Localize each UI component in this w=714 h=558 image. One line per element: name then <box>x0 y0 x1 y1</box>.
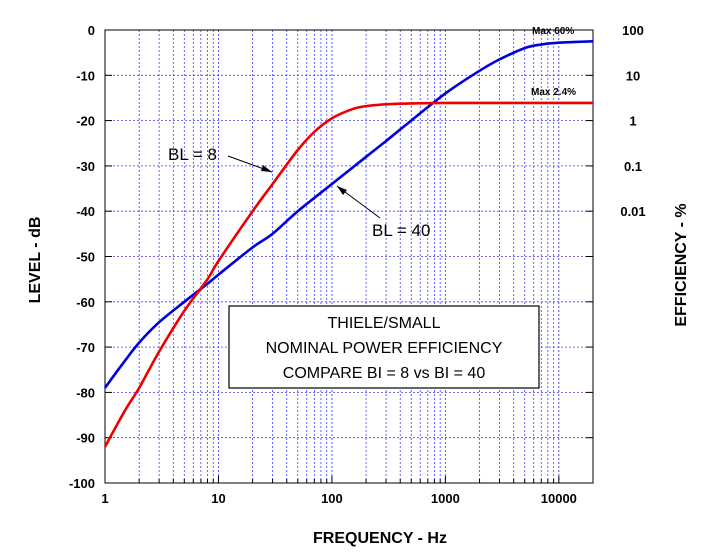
annotation-bl8-arrowhead <box>261 165 272 172</box>
x-tick-label: 1 <box>101 491 108 506</box>
annotation-bl40: BL = 40 <box>372 221 430 240</box>
y-tick-label: -30 <box>76 159 95 174</box>
series-group <box>103 40 594 448</box>
annotation-bl8: BL = 8 <box>168 145 217 164</box>
y2-tick-label: 100 <box>622 23 644 38</box>
y-tick-label: -40 <box>76 204 95 219</box>
y-tick-label: 0 <box>88 23 95 38</box>
annotation-max60: Max 60% <box>532 26 574 37</box>
y-tick-label: -10 <box>76 68 95 83</box>
x-tick-label: 10000 <box>541 491 577 506</box>
x-tick-label: 100 <box>321 491 343 506</box>
y2-tick-label: 0.01 <box>620 204 645 219</box>
annotation-bl40-arrowhead <box>337 186 347 195</box>
y-axis-title: LEVEL - dB <box>27 217 44 304</box>
y-tick-label: -80 <box>76 385 95 400</box>
title-box-frame <box>228 305 540 389</box>
y-tick-labels: 0 -10 -20 -30 -40 -50 -60 -70 -80 -90 -100 <box>69 23 95 491</box>
x-axis-title: FREQUENCY - Hz <box>313 530 447 547</box>
y2-tick-label: 1 <box>629 114 636 129</box>
y-tick-label: -90 <box>76 431 95 446</box>
y2-axis-title: EFFICIENCY - % <box>673 203 690 326</box>
y2-tick-label: 0.1 <box>624 159 642 174</box>
annotations: BL = 8 BL = 40 Max 60% Max 2.4% <box>168 26 576 240</box>
grid-lines <box>104 29 594 484</box>
annotation-max24: Max 2.4% <box>531 87 576 98</box>
series-line-red <box>103 101 593 448</box>
title-line-2: NOMINAL POWER EFFICIENCY <box>266 340 503 357</box>
title-box: THIELE/SMALL NOMINAL POWER EFFICIENCY CO… <box>228 305 540 389</box>
title-line-3: COMPARE BI = 8 vs BI = 40 <box>283 365 486 382</box>
y-tick-label: -70 <box>76 340 95 355</box>
x-tick-labels: 1 10 100 1000 10000 <box>101 491 577 506</box>
y-tick-label: -20 <box>76 114 95 129</box>
y2-tick-labels: 100 10 1 0.1 0.01 <box>620 23 645 219</box>
x-tick-label: 1000 <box>431 491 460 506</box>
series-line-blue <box>103 40 594 389</box>
tick-marks <box>104 29 594 484</box>
y-tick-label: -100 <box>69 476 95 491</box>
x-tick-label: 10 <box>211 491 225 506</box>
y2-tick-label: 10 <box>626 68 640 83</box>
y-tick-label: -50 <box>76 250 95 265</box>
y-tick-label: -60 <box>76 295 95 310</box>
title-line-1: THIELE/SMALL <box>328 315 441 332</box>
